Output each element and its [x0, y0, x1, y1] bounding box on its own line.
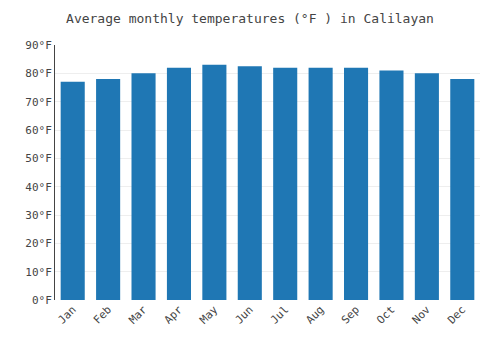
svg-text:Feb: Feb [91, 303, 114, 326]
svg-text:Aug: Aug [303, 303, 326, 326]
svg-text:Average monthly temperatures (: Average monthly temperatures (°F ) in Ca… [66, 11, 434, 26]
svg-text:Nov: Nov [410, 303, 434, 327]
svg-text:Mar: Mar [126, 303, 150, 327]
svg-text:70°F: 70°F [25, 96, 52, 109]
svg-text:60°F: 60°F [25, 124, 52, 137]
svg-text:50°F: 50°F [25, 152, 52, 165]
svg-text:May: May [197, 303, 221, 327]
svg-text:Jun: Jun [233, 303, 256, 326]
svg-text:10°F: 10°F [25, 266, 52, 279]
svg-text:40°F: 40°F [25, 181, 52, 194]
svg-text:90°F: 90°F [25, 39, 52, 52]
svg-text:Jan: Jan [55, 303, 78, 326]
svg-text:Dec: Dec [445, 303, 468, 326]
svg-text:0°F: 0°F [32, 294, 52, 307]
svg-text:20°F: 20°F [25, 237, 52, 250]
svg-text:Sep: Sep [339, 303, 362, 326]
svg-text:Jul: Jul [268, 303, 291, 326]
svg-text:Oct: Oct [374, 303, 397, 326]
svg-text:Apr: Apr [162, 303, 186, 327]
svg-text:80°F: 80°F [25, 67, 52, 80]
svg-text:30°F: 30°F [25, 209, 52, 222]
